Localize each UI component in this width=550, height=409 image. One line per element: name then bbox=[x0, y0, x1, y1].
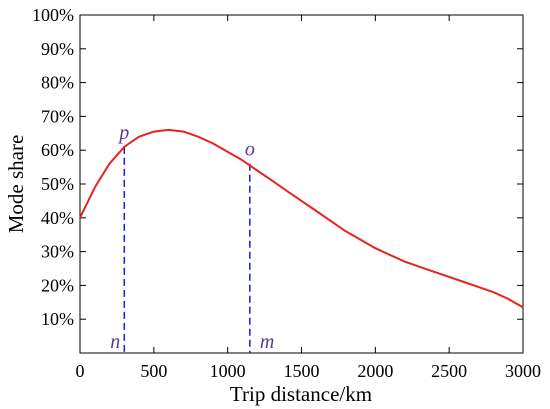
y-tick-label: 90% bbox=[41, 39, 74, 59]
x-tick-label: 0 bbox=[76, 361, 85, 381]
x-tick-label: 2500 bbox=[431, 361, 467, 381]
y-tick-label: 30% bbox=[41, 242, 74, 262]
x-axis-title: Trip distance/km bbox=[230, 382, 372, 406]
point-label-o: o bbox=[245, 139, 255, 161]
y-tick-label: 40% bbox=[41, 208, 74, 228]
y-tick-label: 10% bbox=[41, 309, 74, 329]
x-tick-label: 2000 bbox=[357, 361, 393, 381]
series-line bbox=[79, 128, 524, 309]
y-tick-label: 20% bbox=[41, 275, 74, 295]
annotations: p o n m bbox=[110, 122, 274, 353]
axis-ticks: 0 500 1000 1500 2000 2500 3000 10% 20% 30% 40% 50% 6… bbox=[32, 5, 541, 381]
x-tick-label: 500 bbox=[140, 361, 167, 381]
reference-lines bbox=[123, 146, 251, 353]
y-tick-label: 100% bbox=[32, 5, 74, 25]
y-axis-title: Mode share bbox=[4, 135, 28, 234]
y-tick-label: 70% bbox=[41, 106, 74, 126]
x-tick-label: 1500 bbox=[284, 361, 320, 381]
y-tick-label: 60% bbox=[41, 140, 74, 160]
plot-area bbox=[79, 14, 524, 354]
point-label-p: p bbox=[117, 122, 129, 144]
series-group bbox=[79, 128, 524, 309]
point-label-m: m bbox=[260, 331, 274, 353]
x-tick-label: 3000 bbox=[505, 361, 541, 381]
point-label-n: n bbox=[110, 331, 120, 353]
x-tick-label: 1000 bbox=[210, 361, 246, 381]
y-tick-label: 50% bbox=[41, 174, 74, 194]
y-tick-label: 80% bbox=[41, 73, 74, 93]
